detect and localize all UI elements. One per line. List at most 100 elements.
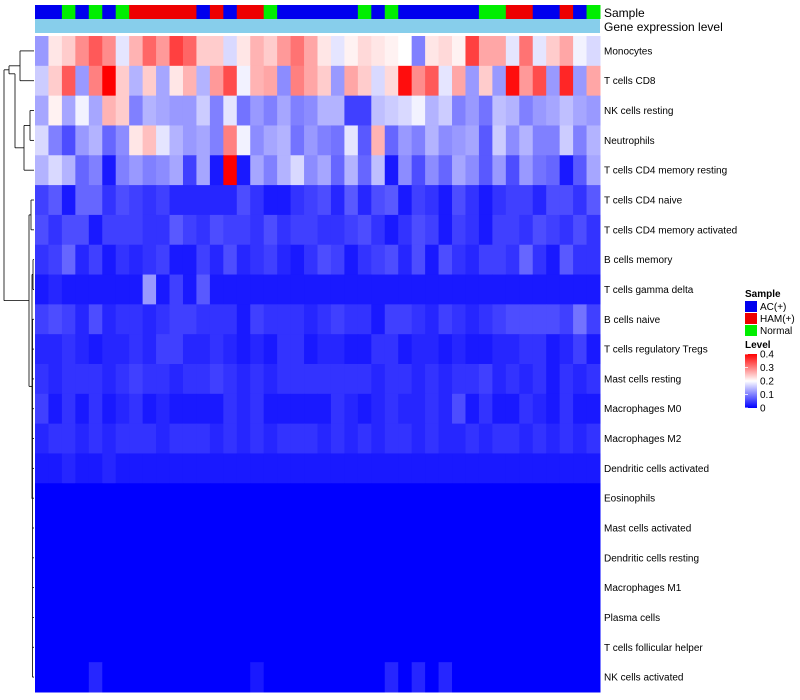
heatmap-cell bbox=[263, 542, 278, 574]
heatmap-cell bbox=[169, 125, 184, 156]
heatmap-cell bbox=[236, 125, 251, 156]
sample-cell-h bbox=[142, 5, 157, 19]
heatmap-cell bbox=[425, 65, 440, 97]
heatmap-cell bbox=[115, 155, 130, 186]
heatmap-cell bbox=[35, 334, 49, 365]
heatmap-cell bbox=[398, 393, 413, 425]
heatmap-cell bbox=[304, 423, 318, 454]
heatmap-cell bbox=[88, 602, 103, 633]
heatmap-cell bbox=[452, 542, 466, 574]
heatmap-cell bbox=[61, 393, 76, 425]
heatmap-cell bbox=[330, 393, 345, 425]
heatmap-cell bbox=[478, 65, 493, 97]
heatmap-cell bbox=[223, 423, 238, 454]
heatmap-cell bbox=[317, 95, 332, 126]
heatmap-cell bbox=[209, 155, 224, 186]
heatmap-cell bbox=[102, 334, 117, 365]
heatmap-cell bbox=[465, 632, 480, 663]
heatmap-cell bbox=[465, 274, 480, 305]
heatmap-cell bbox=[465, 513, 480, 544]
heatmap-cell bbox=[290, 453, 305, 484]
row-dendrogram bbox=[3, 50, 34, 678]
row-label: T cells CD4 memory resting bbox=[604, 166, 727, 177]
heatmap-cell bbox=[586, 513, 601, 544]
heatmap-cell bbox=[129, 36, 144, 67]
heatmap-cell bbox=[411, 214, 426, 246]
heatmap-cell bbox=[156, 244, 171, 276]
heatmap-cell bbox=[142, 632, 157, 663]
heatmap-cell bbox=[505, 125, 520, 156]
heatmap-cell bbox=[196, 572, 211, 604]
heatmap-cell bbox=[586, 662, 601, 693]
heatmap-cell bbox=[75, 185, 90, 216]
heatmap-cell bbox=[75, 513, 90, 544]
heatmap-cell bbox=[425, 423, 440, 454]
sample-cell-ac bbox=[277, 5, 292, 19]
sample-cell-n bbox=[263, 5, 278, 19]
heatmap-cell bbox=[48, 334, 63, 365]
heatmap-cell bbox=[182, 662, 197, 693]
heatmap-cell bbox=[559, 542, 574, 574]
heatmap-cell bbox=[330, 244, 345, 276]
heatmap-cell bbox=[505, 274, 520, 305]
heatmap-cell bbox=[277, 602, 292, 633]
heatmap-cell bbox=[196, 632, 211, 663]
heatmap-cell bbox=[559, 572, 574, 604]
heatmap-cell bbox=[573, 572, 588, 604]
heatmap-cell bbox=[384, 542, 399, 574]
heatmap-cell bbox=[344, 423, 359, 454]
heatmap-cell bbox=[425, 95, 440, 126]
heatmap-cell bbox=[88, 334, 103, 365]
heatmap-cell bbox=[344, 125, 359, 156]
heatmap-cell bbox=[478, 244, 493, 276]
heatmap-cell bbox=[304, 364, 318, 395]
heatmap-cell bbox=[559, 95, 574, 126]
heatmap-cell bbox=[61, 364, 76, 395]
heatmap-cell bbox=[290, 95, 305, 126]
heatmap-cell bbox=[61, 185, 76, 216]
heatmap-cell bbox=[573, 542, 588, 574]
heatmap-cell bbox=[250, 36, 265, 67]
heatmap-cell bbox=[559, 393, 574, 425]
heatmap-cell bbox=[169, 304, 184, 335]
heatmap-cell bbox=[277, 662, 292, 693]
heatmap-cell bbox=[330, 334, 345, 365]
heatmap-cell bbox=[304, 572, 318, 604]
heatmap-cell bbox=[505, 483, 520, 514]
heatmap-cell bbox=[357, 36, 372, 67]
sample-cell-ac bbox=[48, 5, 63, 19]
heatmap-cell bbox=[129, 155, 144, 186]
heatmap-cell bbox=[330, 602, 345, 633]
heatmap-cell bbox=[142, 65, 157, 97]
heatmap-cell bbox=[142, 602, 157, 633]
heatmap-cell bbox=[35, 95, 49, 126]
heatmap-cell bbox=[546, 65, 561, 97]
heatmap-cell bbox=[452, 125, 466, 156]
sample-cell-n bbox=[492, 5, 507, 19]
heatmap-cell bbox=[102, 95, 117, 126]
heatmap-cell bbox=[559, 125, 574, 156]
heatmap-cell bbox=[263, 304, 278, 335]
heatmap-cell bbox=[209, 304, 224, 335]
heatmap-cell bbox=[573, 304, 588, 335]
annotation-label-sample: Sample bbox=[604, 6, 645, 20]
heatmap-cell bbox=[519, 393, 534, 425]
heatmap-cell bbox=[478, 364, 493, 395]
heatmap-cell bbox=[304, 632, 318, 663]
heatmap-cell bbox=[505, 632, 520, 663]
heatmap-cell bbox=[196, 244, 211, 276]
heatmap-cell bbox=[129, 662, 144, 693]
heatmap-cell bbox=[209, 423, 224, 454]
legend-swatch-ac bbox=[745, 301, 757, 312]
heatmap-cell bbox=[196, 185, 211, 216]
heatmap-cell bbox=[559, 632, 574, 663]
heatmap-cell bbox=[223, 602, 238, 633]
heatmap-cell bbox=[61, 572, 76, 604]
heatmap-cell bbox=[452, 423, 466, 454]
heatmap-cell bbox=[304, 65, 318, 97]
heatmap-cell bbox=[532, 632, 547, 663]
heatmap-cell bbox=[532, 602, 547, 633]
heatmap-cell bbox=[290, 393, 305, 425]
heatmap-cell bbox=[277, 423, 292, 454]
heatmap-cell bbox=[586, 364, 601, 395]
